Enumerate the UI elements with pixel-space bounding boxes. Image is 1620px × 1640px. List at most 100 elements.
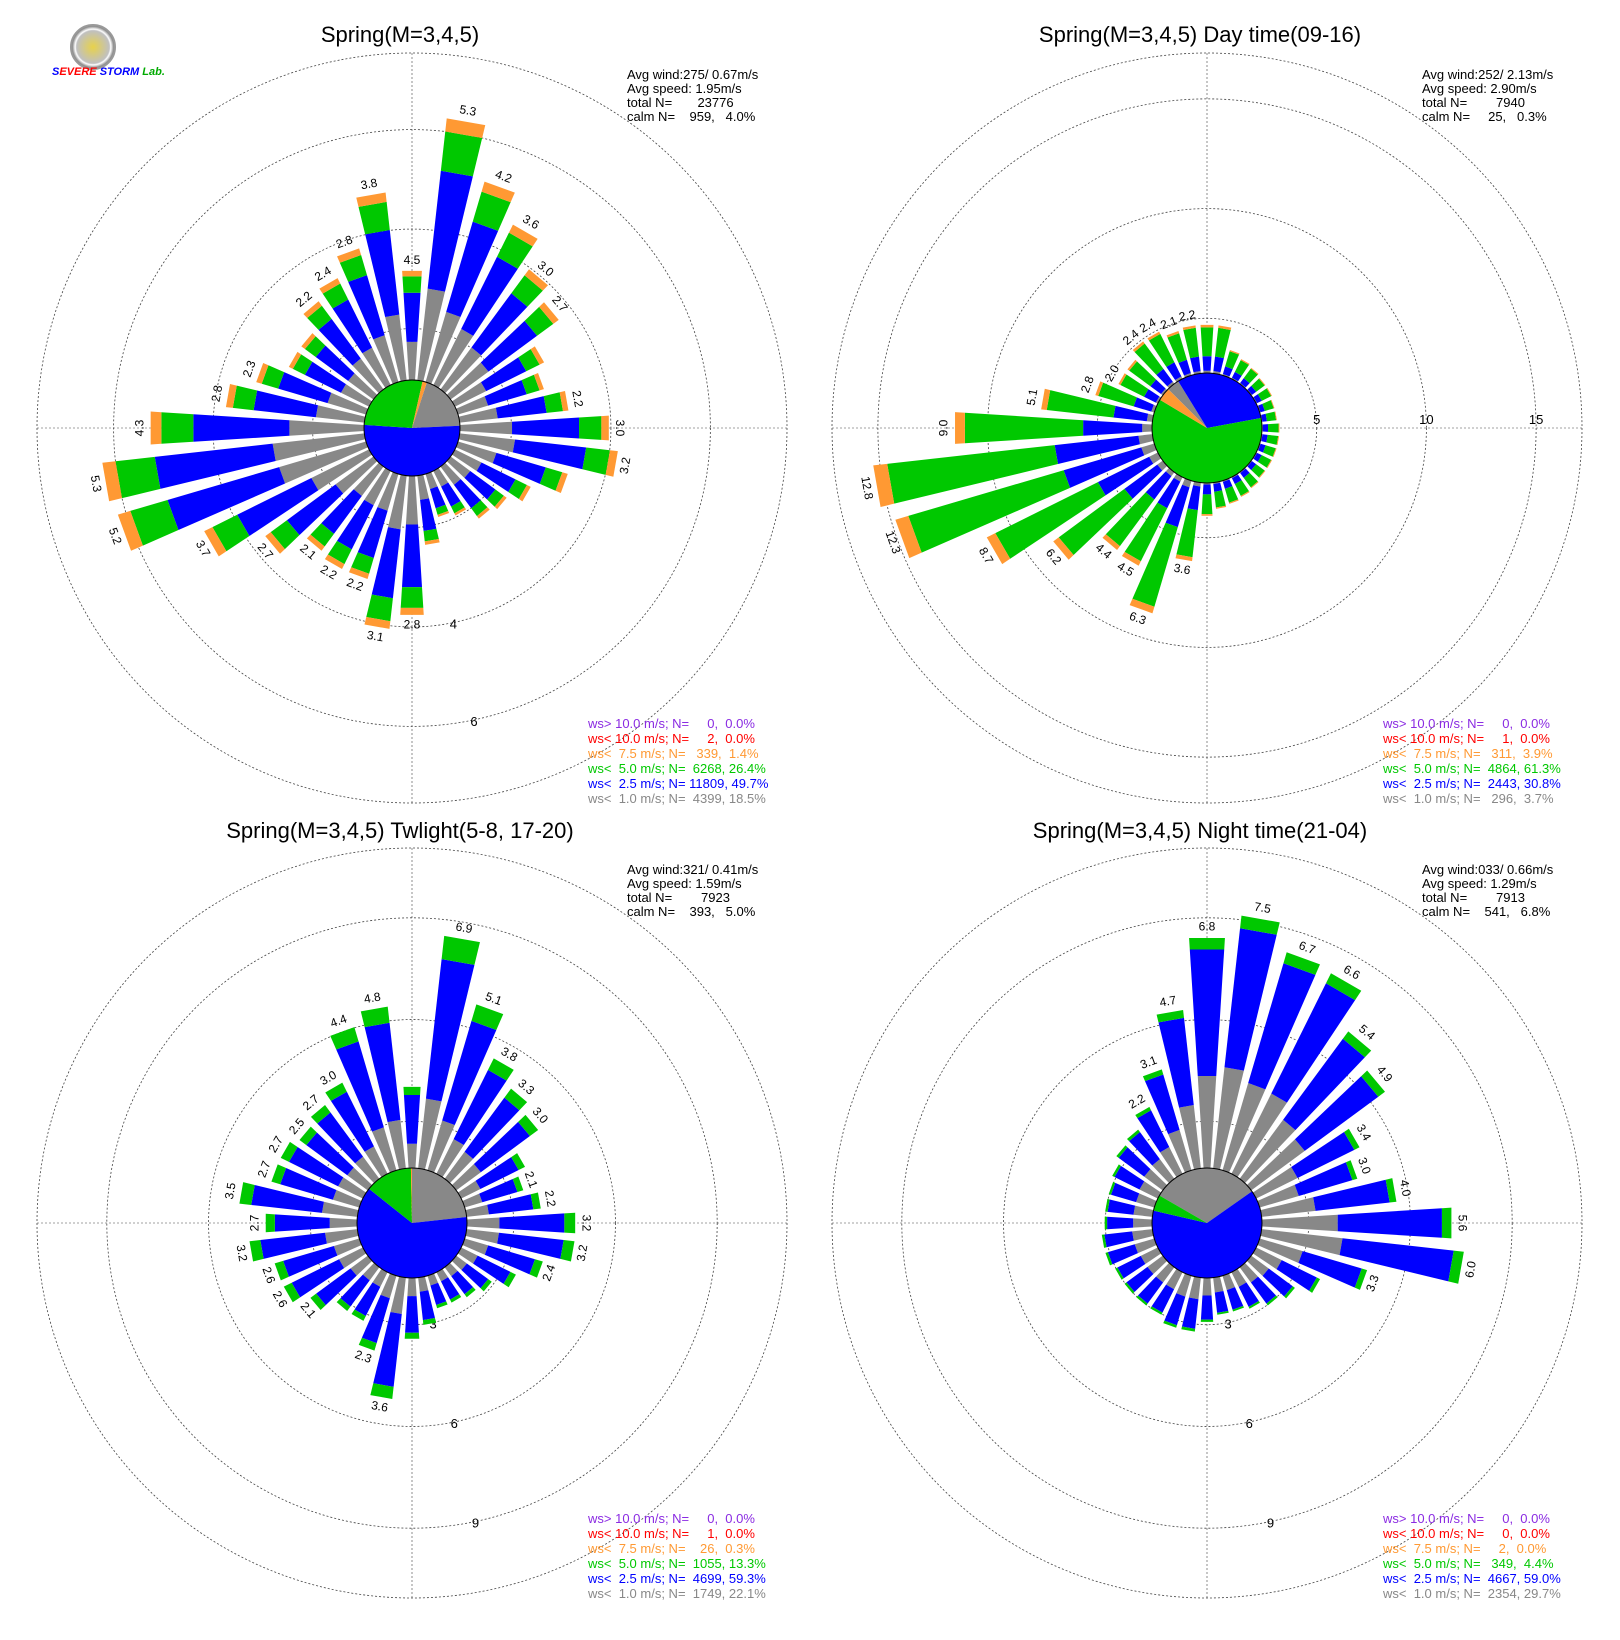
bar-segment-c10m bbox=[1222, 1083, 1266, 1173]
bar-segment-c25 bbox=[425, 959, 475, 1102]
bar-segment-c50 bbox=[511, 1153, 526, 1171]
bar-segment-c10m bbox=[451, 382, 487, 407]
bar-segment-c25 bbox=[464, 470, 496, 500]
bar-segment-c25 bbox=[1224, 928, 1277, 1071]
bar-segment-c50 bbox=[322, 283, 349, 309]
bar-segment-c75 bbox=[337, 248, 362, 263]
bar-segment-c10m bbox=[272, 433, 366, 461]
bar-segment-c25 bbox=[1126, 1266, 1154, 1293]
bar-segment-c10m bbox=[1165, 467, 1175, 477]
bar-segment-c25 bbox=[476, 462, 516, 492]
bar-segment-c75 bbox=[445, 118, 486, 138]
bar-segment-c50 bbox=[518, 1114, 539, 1137]
bar-segment-c10m bbox=[1139, 1181, 1162, 1199]
bar-segment-c50 bbox=[310, 1105, 331, 1124]
bar-value-label: 12.8 bbox=[858, 475, 876, 501]
bar-segment-c25 bbox=[405, 1296, 419, 1333]
bar-value-label: 2.8 bbox=[404, 617, 421, 631]
bar-segment-c50 bbox=[1150, 1306, 1163, 1315]
bar-segment-c50 bbox=[115, 456, 161, 499]
bar-segment-c10m bbox=[1142, 423, 1153, 433]
legend-entry: ws< 2.5 m/s; N= 4699, 59.3% bbox=[587, 1571, 766, 1586]
legend-entry: ws> 10.0 m/s; N= 0, 0.0% bbox=[587, 716, 755, 731]
bar-segment-c75 bbox=[1121, 551, 1141, 566]
bar-segment-c10m bbox=[440, 462, 461, 485]
bar-segment-c10m bbox=[433, 328, 474, 389]
bar-segment-c50 bbox=[1124, 1282, 1135, 1294]
bar-segment-c10m bbox=[327, 392, 369, 415]
bar-segment-c10m bbox=[1231, 1268, 1247, 1287]
bar-segment-c10m bbox=[1257, 1238, 1303, 1263]
bar-segment-c25 bbox=[1189, 949, 1225, 1077]
bar-segment-c50 bbox=[1232, 1305, 1244, 1312]
bar-segment-c25 bbox=[330, 1091, 374, 1152]
pie-slice-c50 bbox=[1152, 399, 1262, 483]
bar-segment-c25 bbox=[1150, 379, 1166, 395]
legend-entry: ws< 2.5 m/s; N= 2443, 30.8% bbox=[1382, 776, 1561, 791]
bar-segment-c10m bbox=[418, 1098, 442, 1170]
bar-segment-c50 bbox=[503, 1271, 516, 1288]
bar-segment-c50 bbox=[1225, 351, 1240, 370]
stats-line: Avg speed: 1.95m/s bbox=[627, 81, 742, 96]
windrose-panel-3: 3 6 9 6.9 5.1 3.8 3.3 3.0 2.12.2 3.2 3.2 2.4 3.6 2.3 2… bbox=[36, 818, 788, 1601]
bar-value-label: 3.0 bbox=[613, 420, 627, 437]
bar-segment-c10m bbox=[387, 1119, 406, 1170]
bar-segment-c10m bbox=[329, 1217, 358, 1229]
bar-segment-c10m bbox=[324, 1229, 359, 1244]
bar-segment-c75 bbox=[306, 534, 325, 551]
bar-segment-c25 bbox=[340, 1274, 370, 1307]
bar-value-label: 2.2 bbox=[345, 575, 366, 594]
bar-value-label: 3.8 bbox=[499, 1044, 521, 1065]
pie-outline bbox=[1151, 1167, 1263, 1279]
bar-segment-c10m bbox=[433, 467, 449, 487]
bar-segment-c10m bbox=[458, 433, 516, 453]
bar-segment-c75 bbox=[1095, 381, 1104, 396]
bar-segment-c25 bbox=[1083, 420, 1143, 436]
bar-segment-c10m bbox=[364, 1146, 388, 1178]
panel-title: Spring(M=3,4,5) bbox=[321, 22, 479, 47]
bar-segment-c75 bbox=[364, 617, 391, 629]
bar-segment-c25 bbox=[315, 345, 355, 381]
bar-segment-c25 bbox=[453, 1069, 507, 1145]
bar-segment-c25 bbox=[430, 1282, 447, 1306]
bar-segment-c25 bbox=[321, 489, 362, 534]
bar-segment-c75 bbox=[1132, 341, 1145, 352]
bar-segment-c50 bbox=[1189, 937, 1225, 950]
bar-segment-c50 bbox=[471, 500, 488, 517]
bar-segment-c25 bbox=[1339, 1238, 1454, 1282]
bar-value-label: 2.6 bbox=[259, 1265, 278, 1286]
bar-segment-c50 bbox=[1167, 333, 1187, 363]
bar-segment-c75 bbox=[1274, 411, 1277, 421]
bar-segment-c25 bbox=[251, 1184, 324, 1213]
bar-value-label: 2.2 bbox=[293, 288, 315, 310]
bar-segment-c50 bbox=[1283, 952, 1320, 975]
bar-segment-c25 bbox=[1133, 397, 1154, 412]
bar-segment-c25 bbox=[427, 170, 473, 292]
bar-segment-c75 bbox=[1272, 448, 1277, 458]
bar-segment-c10m bbox=[1260, 1197, 1316, 1217]
stats-line: Avg speed: 2.90m/s bbox=[1422, 81, 1537, 96]
speed-pie bbox=[363, 379, 461, 477]
bar-value-label: 6.8 bbox=[1199, 920, 1216, 934]
bar-segment-c25 bbox=[371, 527, 401, 599]
bar-segment-c75 bbox=[1276, 435, 1280, 446]
bar-segment-c25 bbox=[1110, 1182, 1140, 1203]
bar-segment-c25 bbox=[1222, 366, 1233, 377]
bar-segment-c10m bbox=[1133, 1205, 1154, 1217]
bar-segment-c50 bbox=[508, 479, 527, 500]
bar-segment-c50 bbox=[370, 1383, 394, 1399]
bar-segment-c50 bbox=[1268, 423, 1279, 433]
logo-text-part1: S bbox=[52, 66, 60, 78]
bar-value-label: 2.2 bbox=[542, 1189, 559, 1208]
speed-pie bbox=[1151, 1167, 1263, 1279]
bar-segment-c75 bbox=[1166, 331, 1180, 338]
bar-segment-c75 bbox=[1258, 377, 1266, 386]
bar-segment-c25 bbox=[479, 1178, 518, 1203]
bar-value-label: 2.2 bbox=[1178, 307, 1197, 324]
bar-segment-c10m bbox=[1179, 1104, 1201, 1170]
legend-entry: ws> 10.0 m/s; N= 0, 0.0% bbox=[1382, 1511, 1550, 1526]
bar-segment-c10m bbox=[1152, 1159, 1175, 1184]
bar-segment-c25 bbox=[473, 1255, 511, 1284]
bar-value-label: 5.1 bbox=[483, 989, 504, 1008]
bar-segment-c50 bbox=[964, 412, 1084, 444]
